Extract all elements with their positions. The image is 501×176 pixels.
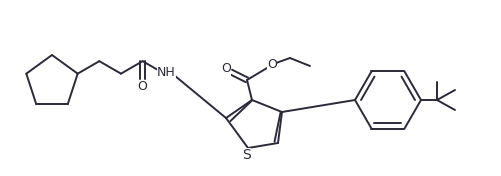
Text: O: O bbox=[221, 62, 231, 76]
Text: O: O bbox=[267, 58, 277, 71]
Text: NH: NH bbox=[157, 66, 176, 79]
Text: O: O bbox=[138, 80, 148, 93]
Text: S: S bbox=[242, 148, 252, 162]
